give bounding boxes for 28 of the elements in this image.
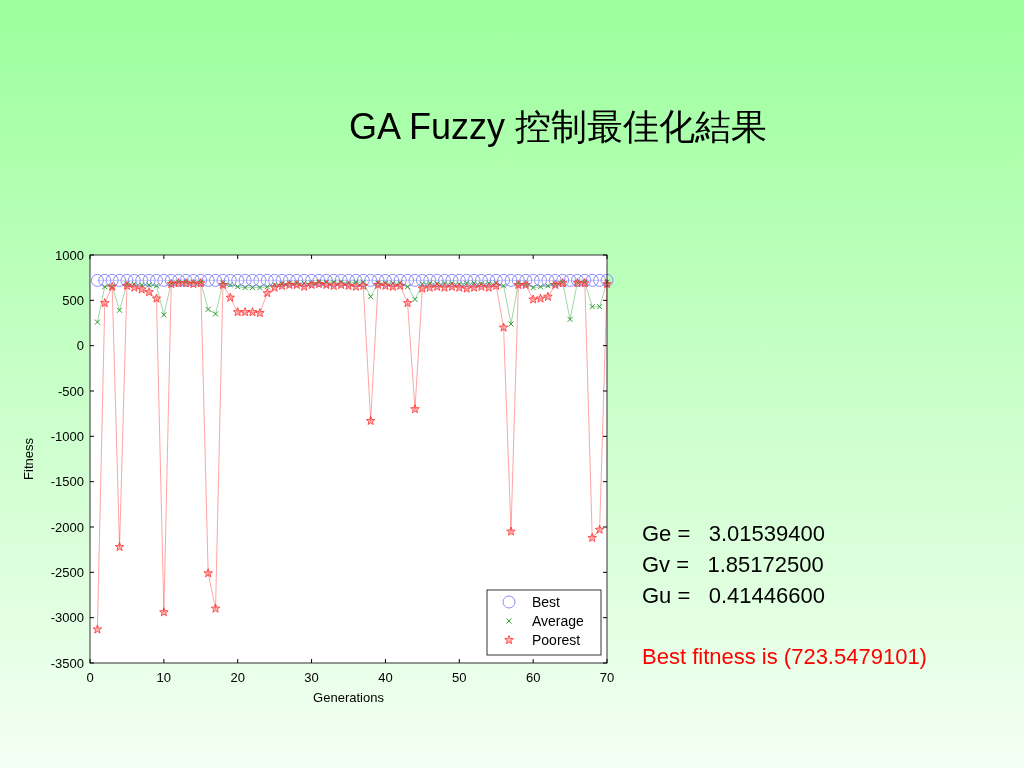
y-tick-label: -3500 (50, 655, 84, 671)
text: Gv = 1.85172500 (642, 552, 824, 577)
y-tick-label: -500 (57, 383, 84, 399)
y-tick-label: -2500 (50, 564, 84, 580)
y-tick-label: 0 (76, 338, 84, 354)
x-tick-label: 10 (156, 670, 172, 685)
y-axis-title: Fitness (21, 437, 36, 480)
x-tick-label: 70 (599, 670, 615, 685)
x-tick-label: 50 (452, 670, 467, 685)
y-tick-label: 1000 (55, 247, 84, 263)
text: Ge = 3.01539400 (642, 521, 825, 546)
text: Best fitness is (723.5479101) (642, 644, 927, 669)
y-tick-label: -1500 (50, 474, 84, 490)
y-tick-label: -3000 (50, 610, 84, 626)
legend-label: Average (532, 613, 585, 629)
y-tick-label: 500 (62, 292, 84, 308)
x-tick-label: 0 (86, 670, 94, 685)
legend-label: Poorest (532, 632, 581, 648)
chart-title: GA Fuzzy 控制最佳化結果 (348, 106, 768, 147)
x-tick-label: 60 (525, 670, 541, 685)
x-tick-label: 20 (230, 670, 245, 685)
legend-label: Best (532, 594, 561, 610)
y-tick-label: -1000 (50, 428, 84, 444)
text: Gu = 0.41446600 (642, 583, 825, 608)
x-tick-label: 40 (378, 670, 393, 685)
y-tick-label: -2000 (50, 519, 84, 535)
x-axis-title: Generations (313, 690, 385, 705)
x-tick-label: 30 (304, 670, 319, 685)
